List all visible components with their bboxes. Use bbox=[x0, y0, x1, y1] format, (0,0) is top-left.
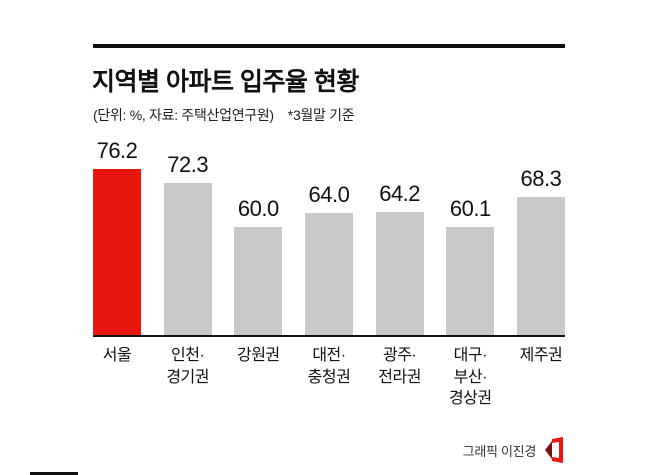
unit-source-label: (단위: %, 자료: 주택산업연구원) bbox=[93, 107, 274, 123]
category-label: 대전· 충청권 bbox=[307, 347, 351, 386]
bar-value-label: 68.3 bbox=[520, 166, 562, 192]
bar-chart: 76.2 72.3 60.0 64.0 64.2 60.1 68.3 서울 인천· 경기권 강원권… bbox=[93, 135, 565, 410]
credit-footer: 그래픽 이진경 bbox=[463, 437, 565, 463]
top-rule bbox=[93, 44, 565, 48]
bar-value-label: 64.0 bbox=[308, 181, 350, 207]
bar bbox=[163, 182, 212, 335]
bar-value-label: 64.2 bbox=[379, 180, 421, 206]
bar bbox=[516, 197, 565, 335]
bar-column: 68.3 bbox=[516, 166, 565, 335]
category-label: 인천· 경기권 bbox=[166, 347, 209, 386]
category-labels-row: 서울 인천· 경기권 강원권 대전· 충청권 광주· 전라권 대구· 부산· 경상권 제주권 bbox=[93, 345, 565, 410]
category-label: 제주권 bbox=[519, 347, 563, 364]
chart-subtitle: (단위: %, 자료: 주택산업연구원) *3월말 기준 bbox=[93, 105, 355, 125]
date-note-label: *3월말 기준 bbox=[287, 107, 355, 123]
bar-highlighted bbox=[93, 168, 141, 335]
publisher-logo-icon bbox=[545, 437, 563, 463]
bar bbox=[304, 212, 353, 335]
bar bbox=[446, 226, 495, 335]
bar-column: 72.3 bbox=[163, 151, 212, 335]
category-label: 강원권 bbox=[236, 347, 280, 364]
bars-row: 76.2 72.3 60.0 64.0 64.2 60.1 68.3 bbox=[93, 135, 565, 335]
bottom-crop-mark bbox=[30, 472, 78, 475]
bar-column: 64.2 bbox=[375, 180, 424, 335]
category-label: 대구· 부산· 경상권 bbox=[448, 347, 492, 408]
bar-column: 76.2 bbox=[93, 138, 141, 335]
bar-value-label: 60.0 bbox=[237, 196, 279, 221]
bar bbox=[234, 227, 283, 335]
bar bbox=[375, 211, 424, 335]
bar-column: 60.1 bbox=[446, 195, 495, 335]
bar-column: 64.0 bbox=[304, 181, 353, 335]
credit-label: 그래픽 이진경 bbox=[462, 443, 537, 459]
bar-value-label: 76.2 bbox=[96, 137, 138, 163]
page-title: 지역별 아파트 입주율 현황 bbox=[92, 68, 359, 96]
category-label: 광주· 전라권 bbox=[378, 347, 421, 386]
category-label: 서울 bbox=[102, 347, 132, 364]
bar-column: 60.0 bbox=[234, 196, 283, 335]
x-axis-line bbox=[93, 335, 565, 337]
bar-value-label: 60.1 bbox=[449, 195, 491, 221]
bar-value-label: 72.3 bbox=[167, 151, 209, 177]
